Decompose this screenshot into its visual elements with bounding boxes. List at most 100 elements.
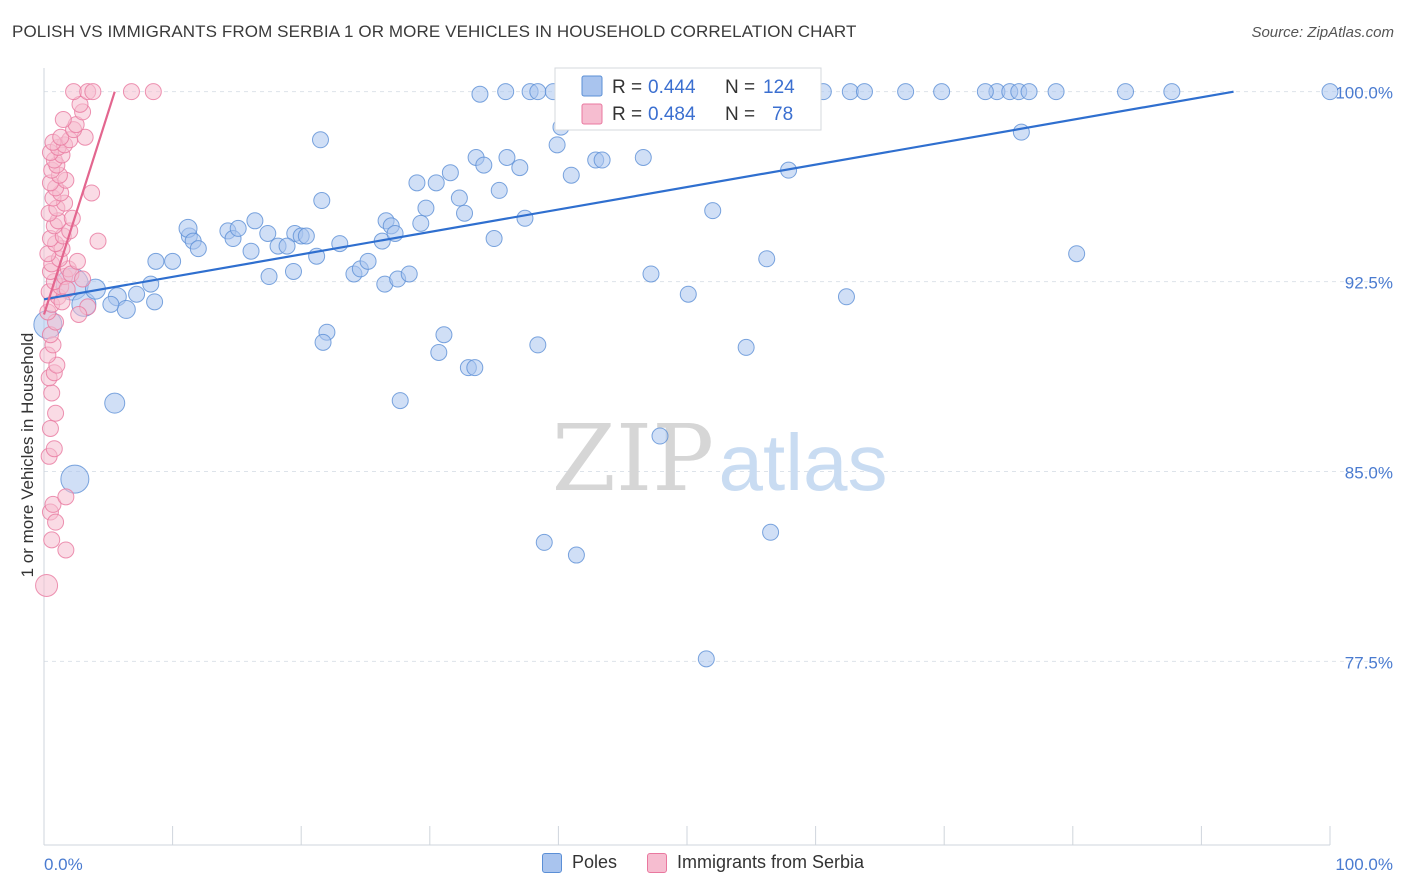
serbia-points — [35, 83, 162, 597]
poles-point — [284, 262, 302, 280]
serbia-point — [41, 419, 59, 437]
legend-n-value-2: 78 — [772, 104, 793, 125]
poles-point — [359, 252, 377, 270]
poles-point — [417, 199, 435, 217]
poles-point — [400, 265, 418, 283]
poles-point — [651, 427, 669, 445]
legend-label-poles: Poles — [571, 852, 617, 872]
serbia-point — [68, 252, 86, 270]
poles-point — [642, 265, 660, 283]
poles-point — [242, 242, 260, 260]
legend-item-serbia: Immigrants from Serbia — [646, 852, 865, 873]
poles-point — [704, 202, 722, 220]
poles-point — [164, 252, 182, 270]
serbia-point — [52, 128, 70, 146]
legend-r-value-2: 0.484 — [648, 104, 696, 125]
poles-points — [33, 83, 1339, 668]
poles-point — [456, 204, 474, 222]
poles-point — [841, 83, 859, 101]
serbia-point — [83, 184, 101, 202]
poles-point — [466, 359, 484, 377]
serbia-point — [122, 83, 140, 101]
serbia-point — [74, 270, 92, 288]
serbia-point — [144, 83, 162, 101]
poles-point — [391, 392, 409, 410]
poles-point — [1068, 245, 1086, 263]
legend-n-value-1: 124 — [763, 77, 795, 98]
watermark-atlas: atlas — [719, 418, 888, 507]
poles-point — [189, 240, 207, 258]
legend-swatch-poles — [541, 852, 562, 873]
legend-swatch-pink — [581, 103, 603, 125]
poles-point — [450, 189, 468, 207]
poles-point — [1321, 83, 1339, 101]
serbia-point — [47, 404, 65, 422]
poles-point — [104, 392, 126, 414]
bottom-legend: Poles Immigrants from Serbia — [0, 852, 1406, 873]
poles-point — [497, 83, 515, 101]
poles-point — [529, 83, 547, 101]
poles-point — [311, 131, 329, 149]
poles-point — [634, 148, 652, 166]
poles-point — [102, 295, 120, 313]
legend-swatch-serbia — [646, 852, 667, 873]
poles-point — [313, 192, 331, 210]
poles-point — [435, 326, 453, 344]
serbia-point — [35, 573, 59, 597]
poles-point — [146, 293, 164, 311]
poles-point — [246, 212, 264, 230]
poles-point — [837, 288, 855, 306]
poles-point — [516, 209, 534, 227]
serbia-point — [43, 531, 61, 549]
poles-point — [116, 299, 136, 319]
poles-point — [430, 343, 448, 361]
serbia-point — [70, 305, 88, 323]
poles-point — [1020, 83, 1038, 101]
x-tick-labels: 0.0% 100.0% — [44, 855, 1393, 874]
poles-point — [412, 214, 430, 232]
legend-n-label-2: N = — [725, 104, 755, 125]
poles-point — [278, 237, 296, 255]
legend-n-label-1: N = — [725, 77, 755, 98]
poles-point — [441, 164, 459, 182]
poles-point — [408, 174, 426, 192]
poles-point — [593, 151, 611, 169]
poles-point — [314, 333, 332, 351]
source-label: Source: ZipAtlas.com — [1251, 24, 1394, 41]
watermark: ZIP atlas — [552, 405, 888, 512]
x-tick-label: 100.0% — [1335, 855, 1393, 874]
poles-point — [60, 464, 90, 494]
poles-point — [471, 85, 489, 103]
y-axis-label: 1 or more Vehicles in Household — [18, 332, 37, 578]
grid-lines — [44, 91, 1392, 662]
poles-point — [297, 227, 315, 245]
poles-point — [697, 650, 715, 668]
poles-point — [128, 285, 146, 303]
serbia-point — [45, 440, 63, 458]
y-tick-label: 100.0% — [1335, 84, 1393, 103]
legend-label-serbia: Immigrants from Serbia — [676, 852, 865, 872]
serbia-point — [57, 488, 75, 506]
legend-r-label-1: R = — [612, 77, 642, 98]
poles-point — [855, 83, 873, 101]
serbia-point — [54, 111, 72, 129]
poles-point — [933, 83, 951, 101]
serbia-point — [57, 541, 75, 559]
serbia-trend-line — [42, 91, 116, 315]
poles-point — [142, 275, 160, 293]
poles-point — [562, 166, 580, 184]
poles-point — [976, 83, 994, 101]
poles-point — [229, 219, 247, 237]
poles-trend-line — [43, 90, 1234, 301]
y-tick-labels: 100.0% 92.5% 85.0% 77.5% — [1335, 84, 1393, 673]
poles-point — [490, 181, 508, 199]
poles-point — [762, 523, 780, 541]
poles-point — [1163, 83, 1181, 101]
serbia-point — [84, 83, 102, 101]
poles-point — [529, 336, 547, 354]
serbia-point — [65, 83, 83, 101]
serbia-point — [43, 384, 61, 402]
x-tick-label: 0.0% — [44, 855, 83, 874]
serbia-point — [44, 495, 62, 513]
